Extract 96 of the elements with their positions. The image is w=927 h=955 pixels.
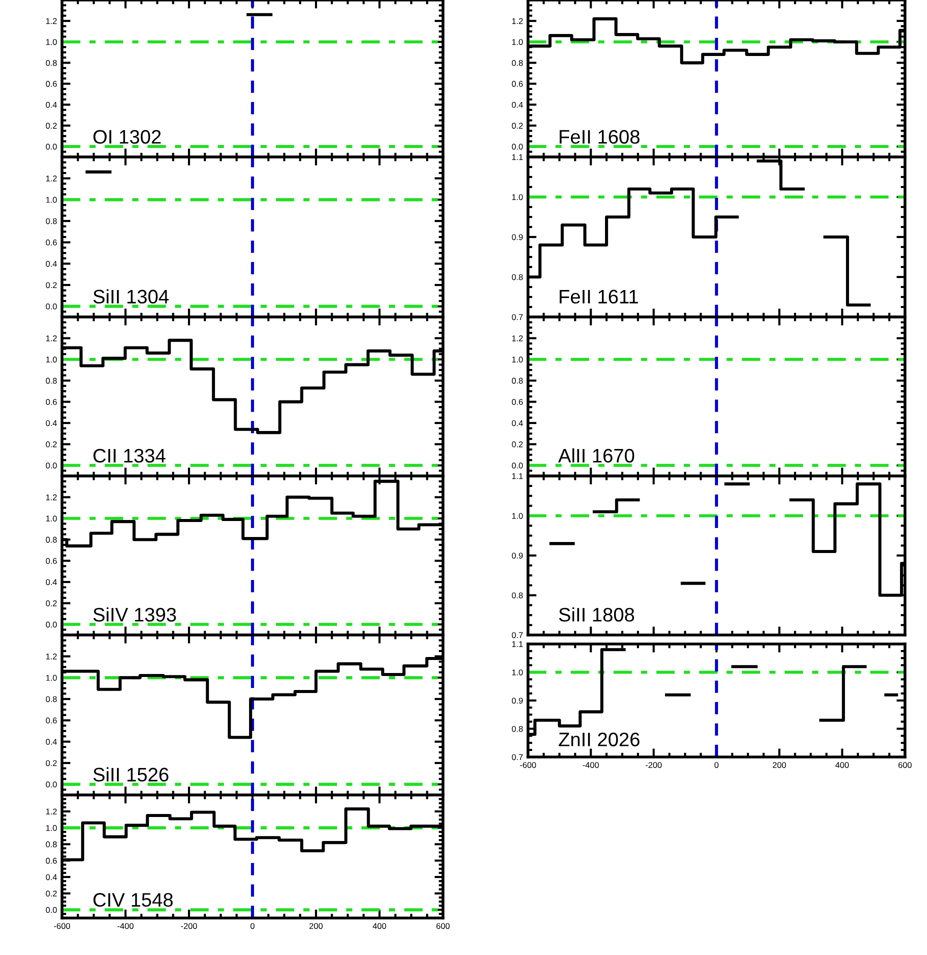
y-tick-label: 0.6 [46,858,57,864]
annotation: ZnII 2026 [558,732,640,746]
y-tick-label: 0.7 [512,314,523,320]
y-tick-label: 0.6 [46,80,57,87]
y-tick-label: 0.4 [46,420,57,426]
y-tick-label: 0.8 [46,841,57,848]
y-tick-label: 1.2 [46,335,57,342]
annotation: CIV 1548 [93,893,173,907]
y-tick-label: 0.6 [512,399,523,405]
y-tick-label: 0.6 [46,558,57,564]
y-tick-label: 0.8 [512,592,523,598]
x-tick-label: -600 [54,923,70,929]
y-tick-label: 0.4 [46,102,57,108]
y-tick-label: 1.0 [46,825,57,831]
y-tick-label: 0.8 [46,60,57,66]
y-tick-label: 0.2 [46,600,57,606]
y-tick-label: 1.2 [46,654,57,660]
y-tick-label: 0.2 [512,441,523,448]
y-tick-label: 0.2 [46,282,57,288]
y-tick-label: 0.0 [46,304,57,310]
x-tick-label: 400 [372,923,386,929]
y-tick-label: 0.9 [512,698,523,704]
x-tick-label: -200 [181,923,198,929]
y-tick-label: 1.1 [512,641,523,648]
y-tick-label: 0.2 [46,441,57,448]
y-tick-label: 1.0 [46,674,57,681]
y-tick-label: 1.2 [46,176,57,182]
y-tick-label: 1.0 [512,669,523,676]
y-tick-label: 0.0 [512,462,523,468]
y-tick-label: 0.8 [46,218,57,224]
y-tick-label: 0.4 [512,420,523,426]
y-tick-label: 0.7 [512,754,523,760]
annotation: SiIV 1393 [93,607,176,622]
y-tick-label: 0.9 [512,234,523,240]
y-tick-label: 1.2 [512,18,523,24]
annotation: CII 1334 [93,448,166,463]
y-tick-label: 0.0 [46,144,57,150]
annotation: OI 1302 [93,130,161,144]
x-tick-label: 0 [714,762,718,768]
y-tick-label: 0.0 [46,462,57,468]
y-tick-label: 1.2 [512,335,523,342]
annotation: SiII 1808 [559,607,634,622]
y-tick-label: 0.9 [512,552,523,559]
x-tick-label: 200 [309,923,323,929]
y-tick-label: 0.0 [46,622,57,628]
x-tick-label: 600 [898,762,912,768]
y-tick-label: 0.6 [46,718,57,724]
y-tick-label: 0.8 [46,378,57,384]
x-tick-label: -400 [582,762,599,768]
y-tick-label: 0.7 [512,632,523,638]
y-tick-label: 1.2 [46,808,57,814]
y-tick-label: 1.0 [46,516,57,522]
y-tick-label: 0.2 [46,122,57,129]
y-tick-label: 0.0 [512,144,523,150]
y-tick-label: 1.0 [46,356,57,362]
x-tick-label: 200 [772,762,786,768]
y-tick-label: 1.0 [46,39,57,45]
x-tick-label: 600 [436,923,450,929]
y-tick-label: 0.6 [46,240,57,246]
annotation: AlII 1670 [558,448,634,463]
y-tick-label: 0.8 [46,696,57,702]
x-tick-label: 400 [835,762,849,768]
y-tick-label: 1.1 [512,154,523,160]
y-tick-label: 0.4 [512,102,523,108]
y-tick-label: 0.2 [46,890,57,896]
y-tick-label: 1.0 [512,512,523,519]
y-tick-label: 0.8 [512,60,523,66]
y-tick-label: 0.6 [46,399,57,405]
x-tick-label: -400 [118,923,134,929]
y-tick-label: 0.2 [512,122,523,129]
y-tick-label: 1.1 [512,473,523,480]
y-tick-label: 0.2 [46,760,57,766]
y-tick-label: 0.8 [512,274,523,280]
annotation: SiII 1304 [93,289,169,304]
y-tick-label: 0.4 [46,738,57,745]
y-tick-label: 0.0 [46,907,57,913]
annotation: FeII 1608 [560,130,640,144]
y-tick-label: 0.4 [46,579,57,586]
annotation: SiII 1526 [93,767,168,782]
y-tick-label: 0.4 [46,874,57,880]
y-tick-label: 0.8 [512,378,523,384]
y-tick-label: 0.6 [512,80,523,87]
y-tick-label: 0.4 [46,260,57,267]
y-tick-label: 0.8 [512,726,523,732]
y-tick-label: 1.0 [512,194,523,200]
x-tick-label: -200 [646,762,662,768]
y-tick-label: 1.2 [46,18,57,24]
annotation: FeII 1611 [560,290,638,304]
y-tick-label: 0.8 [46,536,57,543]
y-tick-label: 1.2 [46,494,57,500]
y-tick-label: 1.0 [512,356,523,362]
y-tick-label: 1.0 [46,196,57,203]
x-tick-label: -600 [520,762,536,768]
x-tick-label: 0 [250,923,254,929]
y-tick-label: 1.0 [512,39,523,45]
y-tick-label: 0.0 [46,782,57,788]
